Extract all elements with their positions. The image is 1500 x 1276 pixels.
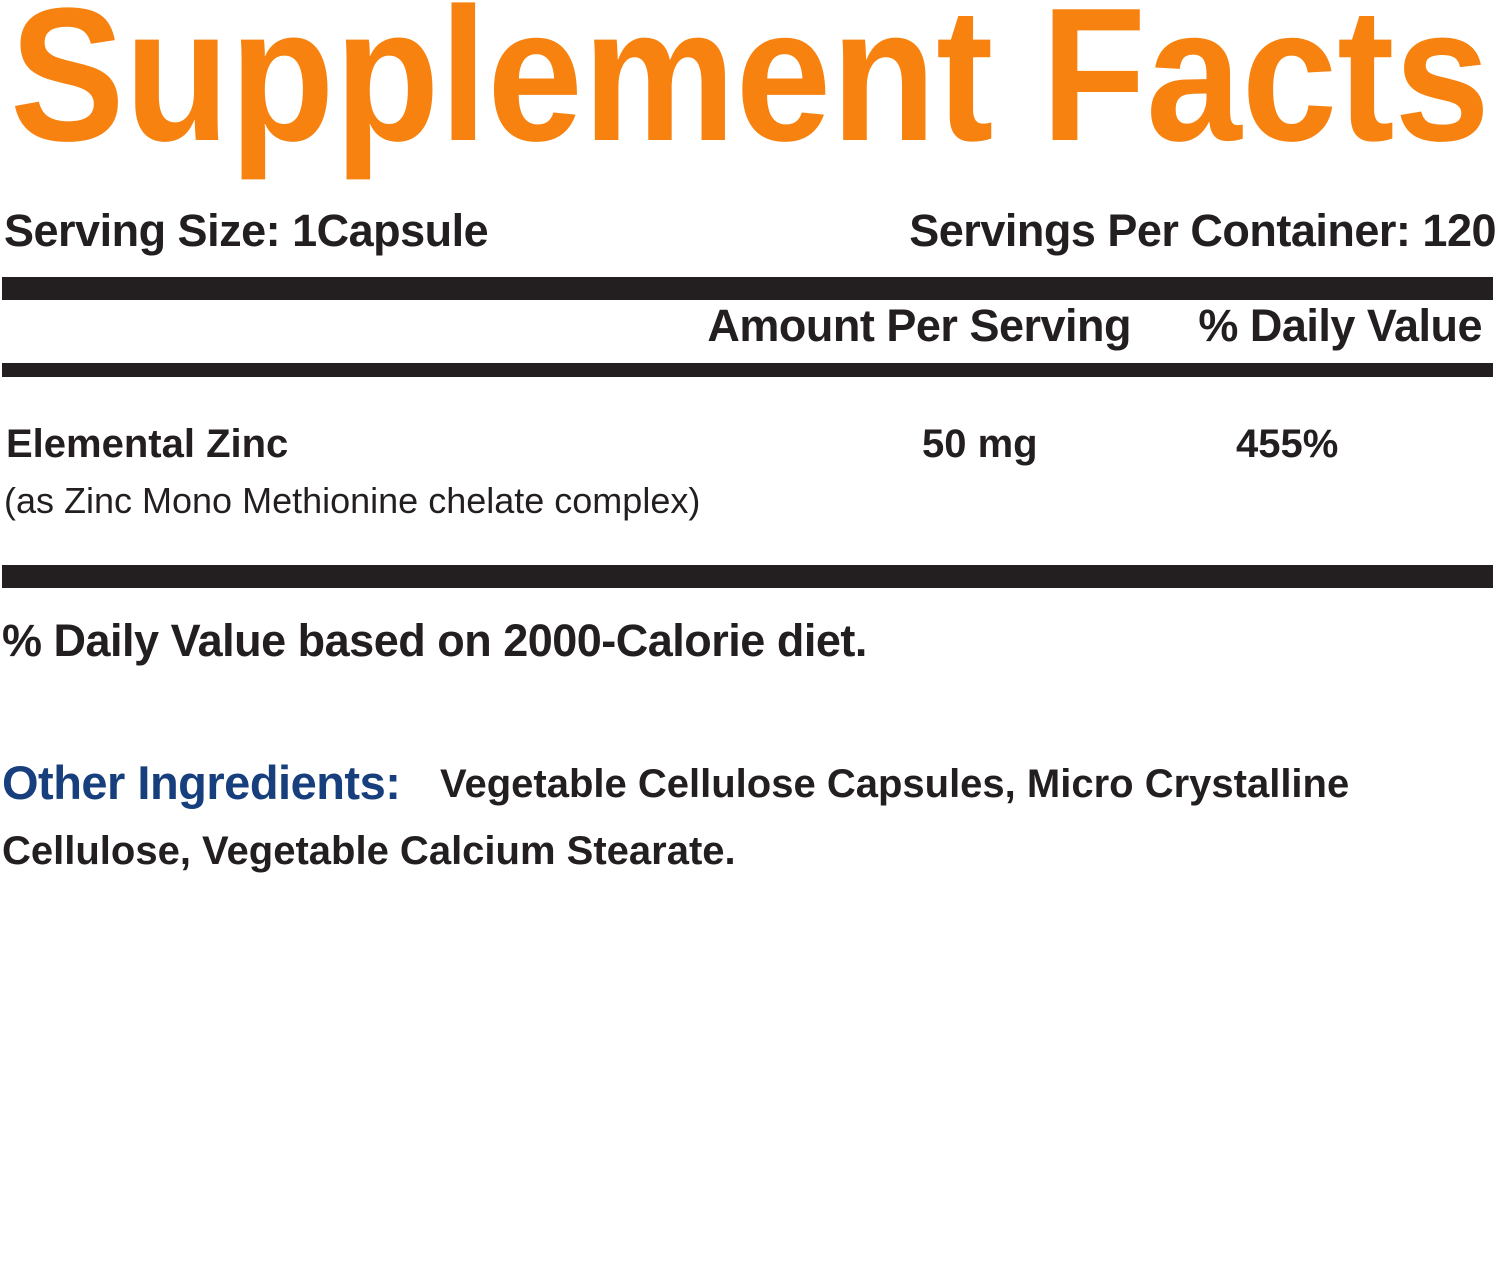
other-ingredients-line2: Cellulose, Vegetable Calcium Stearate. bbox=[2, 829, 736, 873]
daily-value-header: % Daily Value bbox=[1198, 300, 1482, 351]
serving-size: Serving Size: 1Capsule bbox=[4, 205, 489, 256]
nutrient-daily-value: 455% bbox=[1236, 422, 1339, 466]
other-ingredients-label: Other Ingredients: bbox=[2, 756, 401, 809]
nutrient-amount: 50 mg bbox=[922, 422, 1038, 466]
divider-medium bbox=[2, 363, 1493, 377]
amount-per-serving-header: Amount Per Serving bbox=[707, 300, 1131, 351]
nutrient-name: Elemental Zinc bbox=[6, 422, 289, 466]
divider-thick bbox=[2, 277, 1493, 300]
servings-per-container: Servings Per Container: 120 bbox=[909, 205, 1496, 256]
other-ingredients-line1: Vegetable Cellulose Capsules, Micro Crys… bbox=[440, 762, 1350, 806]
divider-thick-bottom bbox=[2, 565, 1493, 588]
page-title: Supplement Facts bbox=[10, 0, 1490, 180]
nutrient-detail: (as Zinc Mono Methionine chelate complex… bbox=[4, 480, 701, 521]
footnote: % Daily Value based on 2000-Calorie diet… bbox=[2, 615, 867, 666]
title-text: Supplement Facts bbox=[10, 0, 1490, 180]
